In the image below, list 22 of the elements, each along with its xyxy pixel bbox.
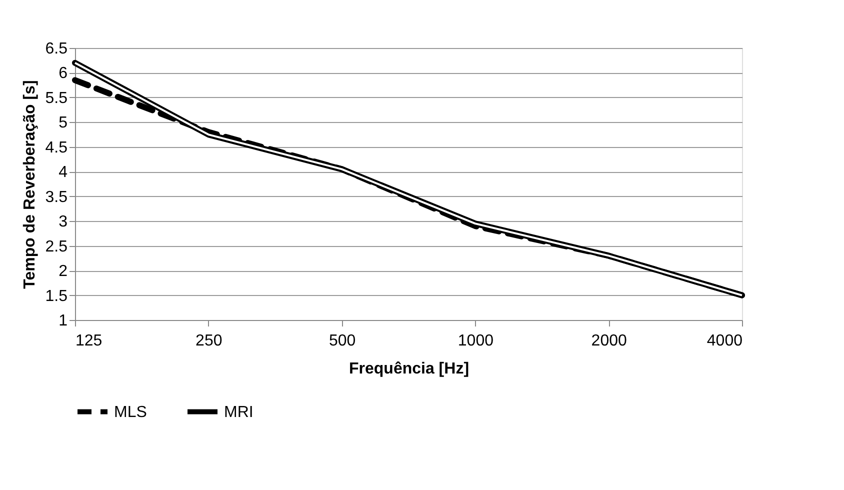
y-tick-label: 2.5	[45, 238, 68, 256]
x-tick-label: 2000	[591, 332, 627, 350]
x-tick-label: 125	[76, 332, 102, 350]
y-axis-title: Tempo de Reverberação [s]	[21, 80, 38, 289]
y-tick-label: 5	[58, 114, 68, 132]
legend-label: MLS	[114, 404, 147, 421]
x-tick-label: 4000	[706, 332, 743, 350]
y-tick-label: 3	[58, 214, 68, 231]
y-tick-label: 2	[58, 263, 68, 280]
x-tick-label: 250	[196, 332, 222, 350]
x-tick-label: 500	[328, 332, 356, 350]
y-tick-label: 1	[58, 312, 68, 330]
y-tick-label: 5.5	[45, 90, 68, 107]
y-tick-label: 6	[58, 65, 68, 82]
y-tick-label: 3.5	[45, 188, 68, 206]
y-tick-label: 4.5	[45, 139, 68, 156]
y-tick-label: 4	[58, 164, 68, 182]
x-tick-label: 1000	[458, 332, 494, 350]
legend-label: MRI	[224, 404, 254, 421]
x-axis-title: Frequência [Hz]	[348, 360, 470, 378]
y-tick-label: 6.5	[45, 40, 68, 58]
y-tick-label: 1.5	[45, 288, 68, 305]
